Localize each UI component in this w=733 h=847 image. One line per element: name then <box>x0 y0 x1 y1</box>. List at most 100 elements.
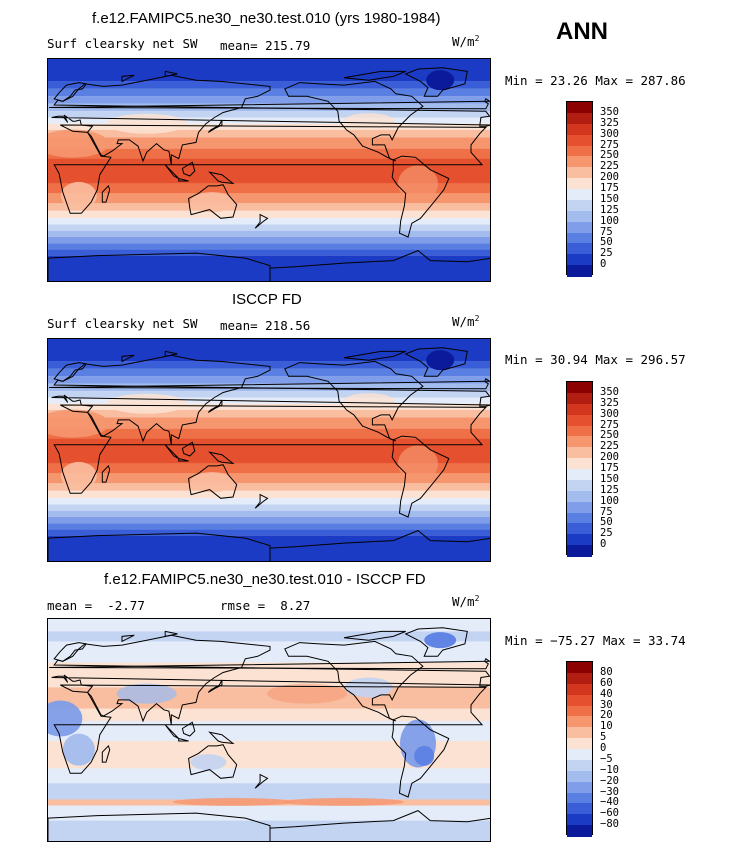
colorbar-box <box>567 738 592 750</box>
field-patch <box>106 113 187 134</box>
colorbar-tick-label: 80 <box>600 665 613 678</box>
coastline <box>269 810 490 841</box>
coastline <box>343 70 406 81</box>
coastline <box>51 74 490 165</box>
coastline <box>404 67 468 97</box>
field-band <box>48 230 490 237</box>
field-band <box>48 361 490 369</box>
field-band <box>48 193 490 204</box>
colorbar-tick-label: 75 <box>600 225 613 238</box>
coastline <box>343 350 406 361</box>
field-band <box>48 820 490 841</box>
colorbar-box <box>567 403 592 416</box>
field-band <box>48 473 490 484</box>
field-band <box>48 243 490 250</box>
field-patch <box>190 754 227 771</box>
field-band <box>48 117 490 124</box>
field-patch <box>48 409 109 438</box>
coastline <box>49 98 490 110</box>
coastline <box>391 435 450 518</box>
colorbar-tick-label: 350 <box>600 385 619 398</box>
field-band <box>48 403 490 410</box>
colorbar-tick-label: −60 <box>600 807 619 820</box>
field-patch <box>267 683 347 704</box>
colorbar-tick-label: 175 <box>600 462 619 474</box>
field-band <box>48 255 490 281</box>
colorbar-tick-label: 100 <box>600 494 619 507</box>
coastline <box>188 744 238 779</box>
coastline <box>284 80 424 162</box>
field-band <box>48 218 490 225</box>
coastline <box>53 404 487 494</box>
colorbar-box <box>567 382 592 394</box>
coastline <box>284 640 424 722</box>
field-band <box>48 498 490 505</box>
coastline <box>254 493 269 509</box>
coastlines <box>48 347 490 561</box>
field-patch <box>342 113 395 130</box>
coastline <box>181 721 196 737</box>
colorbar-box <box>567 770 592 783</box>
coastline <box>188 464 238 499</box>
colorbar-tick-label: 0 <box>600 538 607 551</box>
coastlines <box>48 67 490 281</box>
field-band <box>48 368 490 377</box>
field-band <box>48 535 490 561</box>
panel1-colorbar <box>566 101 593 277</box>
colorbar-box <box>567 825 592 837</box>
colorbar-tick-label: 275 <box>600 138 619 151</box>
field-band <box>48 510 490 517</box>
colorbar-tick-label: 50 <box>600 236 613 249</box>
coastline <box>121 74 135 83</box>
coastline <box>53 124 487 214</box>
panel1-title: f.e12.FAMIPC5.ne30_ne30.test.010 (yrs 19… <box>92 10 441 27</box>
field-band <box>48 409 490 418</box>
field-patch <box>190 192 235 213</box>
colorbar-tick-label: 100 <box>600 214 619 227</box>
coastline <box>343 630 406 641</box>
field-band <box>48 428 490 439</box>
field-band <box>48 129 490 138</box>
colorbar-tick-label: 150 <box>600 192 619 205</box>
colorbar-box <box>567 803 592 815</box>
colorbar-tick-label: 250 <box>600 429 619 442</box>
field-patch <box>426 350 455 371</box>
coastline <box>207 399 223 413</box>
coastline <box>164 444 180 459</box>
coastline <box>178 737 189 742</box>
coastline <box>254 773 269 789</box>
colorbar-box <box>567 545 592 557</box>
field-band <box>48 529 490 536</box>
field-band <box>48 137 490 149</box>
coastline <box>48 252 271 281</box>
colorbar-tick-label: 250 <box>600 149 619 162</box>
coastline <box>404 627 468 657</box>
coastline <box>207 679 223 693</box>
field-patch <box>60 181 97 210</box>
colorbar-tick-label: 30 <box>600 698 613 711</box>
colorbar-tick-label: 5 <box>600 731 607 744</box>
colorbar-tick-label: −5 <box>600 752 613 765</box>
colorbar-box <box>567 501 592 513</box>
panel2-units: W/m2 <box>452 314 480 330</box>
field-patch <box>190 472 235 493</box>
field-band <box>48 516 490 524</box>
panel3-minmax: Min = −75.27 Max = 33.74 <box>505 633 686 648</box>
field-patch <box>342 393 395 410</box>
colorbar-box <box>567 254 592 266</box>
panel3-rmse: rmse = 8.27 <box>220 598 311 613</box>
panel2-colorbar <box>566 381 593 557</box>
coastline <box>53 642 88 662</box>
colorbar-tick-label: 225 <box>600 440 619 453</box>
colorbar-tick-label: −80 <box>600 818 619 831</box>
colorbar-box <box>567 112 592 125</box>
colorbar-box <box>567 662 592 674</box>
coastline <box>178 177 189 182</box>
colorbar-box <box>567 814 592 826</box>
field-patch <box>426 70 455 91</box>
panel1-minmax: Min = 23.26 Max = 287.86 <box>505 73 686 88</box>
colorbar-tick-label: −40 <box>600 796 619 809</box>
panel3-mean: mean = -2.77 <box>47 598 145 613</box>
colorbar-box <box>567 189 592 201</box>
colorbar-tick-label: 25 <box>600 247 613 260</box>
